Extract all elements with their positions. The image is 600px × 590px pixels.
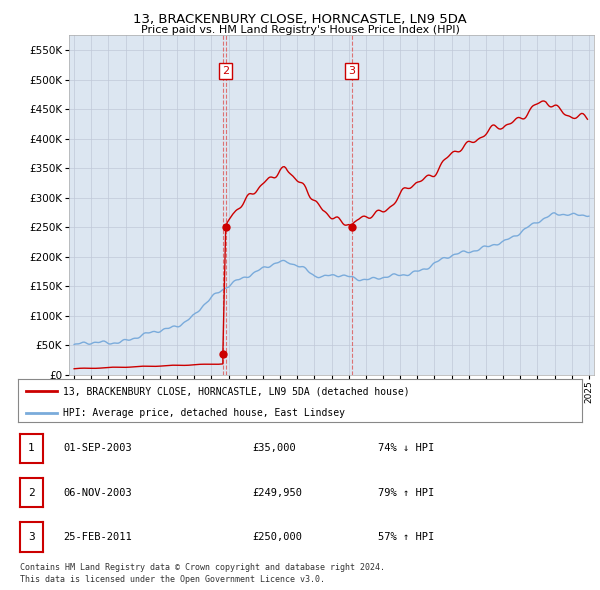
- Text: 06-NOV-2003: 06-NOV-2003: [63, 488, 132, 497]
- Text: 01-SEP-2003: 01-SEP-2003: [63, 444, 132, 453]
- Text: £250,000: £250,000: [252, 532, 302, 542]
- Text: 3: 3: [348, 66, 355, 76]
- Text: Price paid vs. HM Land Registry's House Price Index (HPI): Price paid vs. HM Land Registry's House …: [140, 25, 460, 35]
- Text: 79% ↑ HPI: 79% ↑ HPI: [378, 488, 434, 497]
- Text: 1: 1: [28, 444, 35, 453]
- Text: 2: 2: [28, 488, 35, 497]
- Text: 2: 2: [222, 66, 229, 76]
- Text: 57% ↑ HPI: 57% ↑ HPI: [378, 532, 434, 542]
- Text: £35,000: £35,000: [252, 444, 296, 453]
- Text: HPI: Average price, detached house, East Lindsey: HPI: Average price, detached house, East…: [63, 408, 345, 418]
- Text: 3: 3: [28, 532, 35, 542]
- Text: This data is licensed under the Open Government Licence v3.0.: This data is licensed under the Open Gov…: [20, 575, 325, 584]
- Text: 13, BRACKENBURY CLOSE, HORNCASTLE, LN9 5DA (detached house): 13, BRACKENBURY CLOSE, HORNCASTLE, LN9 5…: [63, 386, 410, 396]
- Text: 74% ↓ HPI: 74% ↓ HPI: [378, 444, 434, 453]
- Text: Contains HM Land Registry data © Crown copyright and database right 2024.: Contains HM Land Registry data © Crown c…: [20, 563, 385, 572]
- Text: £249,950: £249,950: [252, 488, 302, 497]
- Text: 13, BRACKENBURY CLOSE, HORNCASTLE, LN9 5DA: 13, BRACKENBURY CLOSE, HORNCASTLE, LN9 5…: [133, 13, 467, 26]
- Text: 25-FEB-2011: 25-FEB-2011: [63, 532, 132, 542]
